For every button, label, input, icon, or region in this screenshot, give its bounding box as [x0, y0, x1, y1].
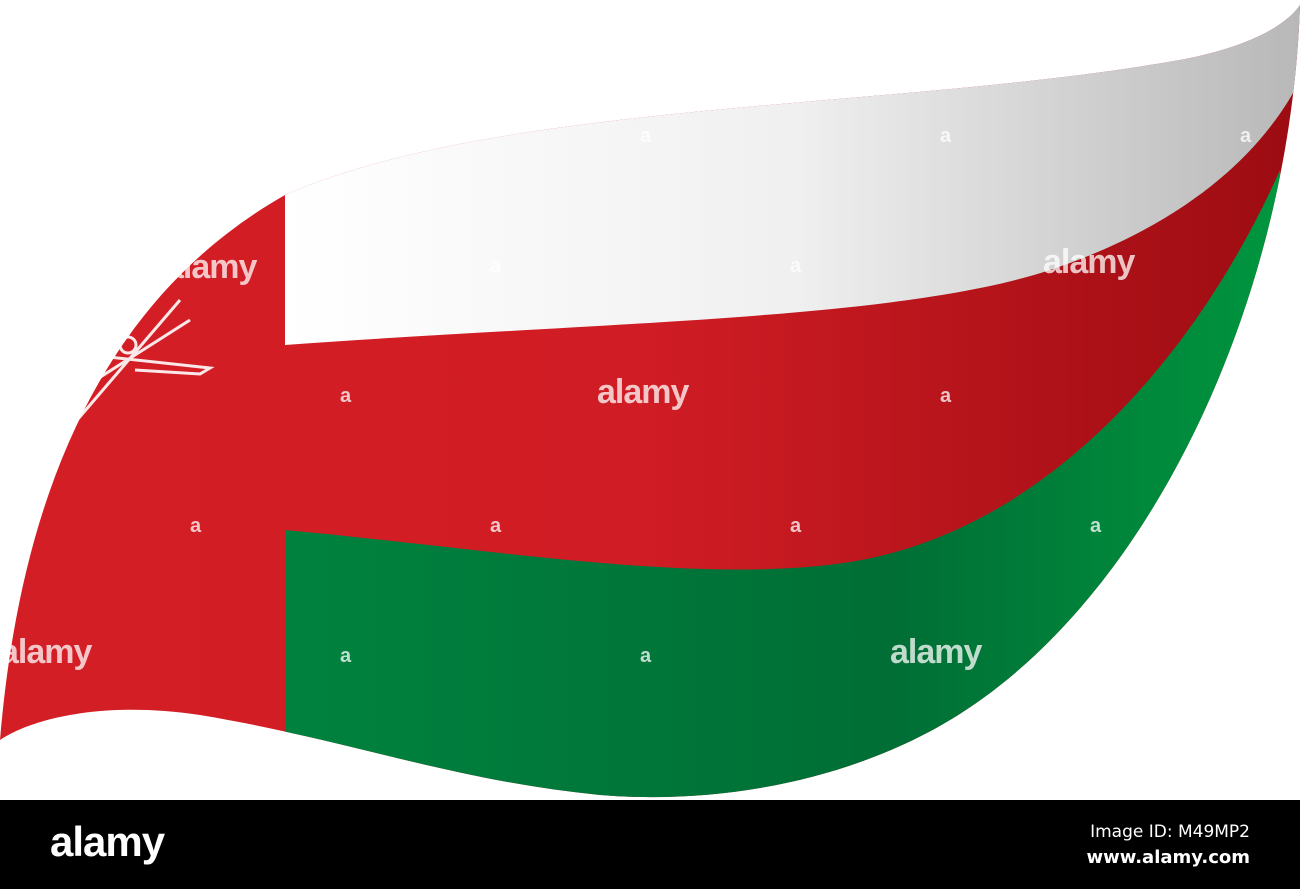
watermark: a: [940, 385, 952, 407]
watermark: a: [640, 645, 652, 667]
watermark: a: [790, 515, 802, 537]
site-url: www.alamy.com: [1086, 847, 1250, 868]
watermark: a: [490, 515, 502, 537]
watermark: alamy: [890, 633, 982, 671]
watermark: alamy: [0, 633, 92, 671]
watermark: a: [340, 385, 352, 407]
watermark: a: [190, 515, 202, 537]
watermark: a: [1240, 125, 1252, 147]
watermark: a: [1090, 515, 1102, 537]
image-id: Image ID: M49MP2: [1090, 822, 1250, 842]
watermark: a: [790, 255, 802, 277]
oman-emblem: [58, 299, 215, 441]
watermark: a: [640, 125, 652, 147]
alamy-logo: alamy: [50, 818, 165, 865]
footer-bar: alamy Image ID: M49MP2 www.alamy.com: [0, 800, 1300, 889]
watermark: alamy: [165, 248, 257, 286]
watermark: alamy: [597, 373, 689, 411]
watermark: alamy: [1043, 243, 1135, 281]
watermark: a: [340, 645, 352, 667]
watermark: a: [940, 125, 952, 147]
flag-green-band: [285, 170, 1300, 798]
watermark: a: [490, 255, 502, 277]
oman-flag-illustration: [0, 5, 1300, 798]
